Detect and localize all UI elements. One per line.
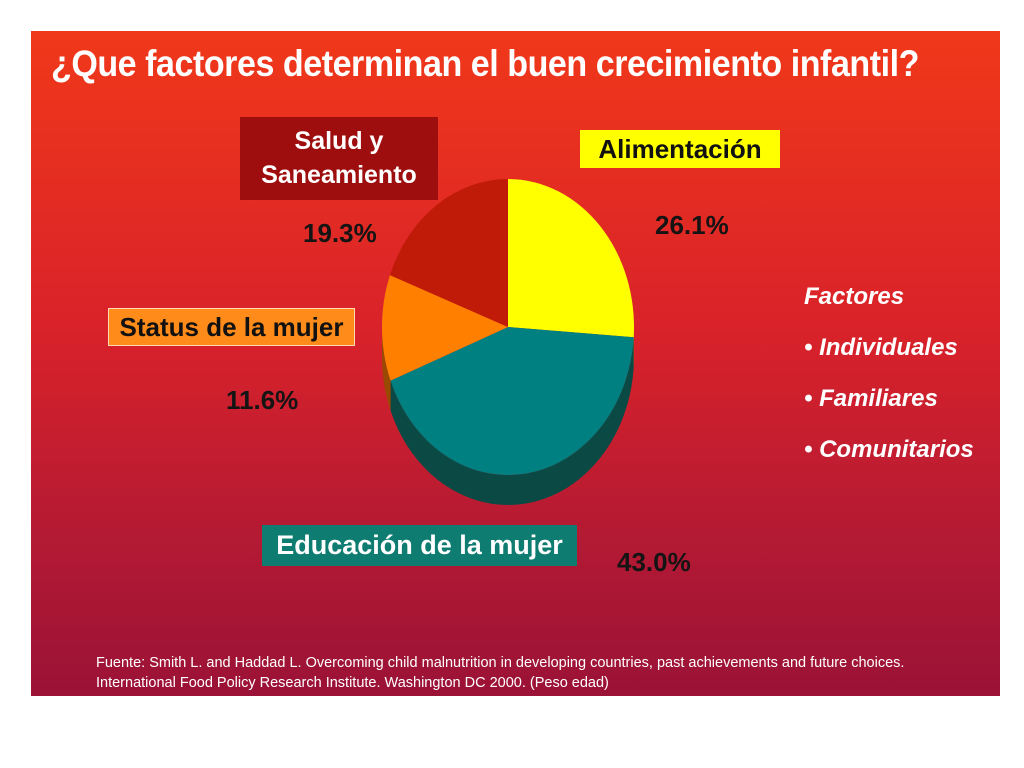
source-line-1: Fuente: Smith L. and Haddad L. Overcomin… [96, 655, 905, 671]
factor-item-label: Comunitarios [819, 436, 974, 463]
pct-salud: 19.3% [303, 218, 377, 248]
source-note: Fuente: Smith L. and Haddad L. Overcomin… [96, 653, 904, 693]
factor-item: • Comunitarios [804, 436, 974, 463]
factor-item: • Familiares [804, 385, 938, 412]
label-status-mujer: Status de la mujer [108, 308, 355, 346]
pct-alimentacion: 26.1% [655, 210, 729, 240]
factor-item-label: Individuales [819, 334, 958, 361]
slide-title: ¿Que factores determinan el buen crecimi… [51, 43, 919, 84]
pie-slice [390, 327, 634, 476]
pct-educacion: 43.0% [617, 547, 691, 577]
factor-item: • Individuales [804, 334, 958, 361]
factor-item-label: Familiares [819, 385, 938, 412]
pie-slice [508, 179, 635, 338]
factors-heading: Factores [804, 283, 905, 310]
slide: ¿Que factores determinan el buen crecimi… [31, 31, 1000, 696]
pie-slice-side [382, 327, 391, 411]
pie-slice [381, 275, 508, 381]
label-alimentacion: Alimentación [580, 130, 780, 168]
label-educacion-mujer: Educación de la mujer [262, 525, 577, 566]
source-line-2: International Food Policy Research Insti… [96, 675, 609, 691]
pie-slice [389, 179, 508, 327]
label-salud-saneamiento: Salud y Saneamiento [240, 117, 438, 200]
pie-chart [381, 179, 635, 505]
label-salud-line1: Salud y [294, 126, 384, 155]
label-salud-line2: Saneamiento [261, 160, 417, 189]
pie-slice-side [390, 337, 634, 505]
factors-list: Factores • Individuales • Familiares • C… [804, 283, 974, 487]
pct-status: 11.6% [226, 385, 299, 415]
